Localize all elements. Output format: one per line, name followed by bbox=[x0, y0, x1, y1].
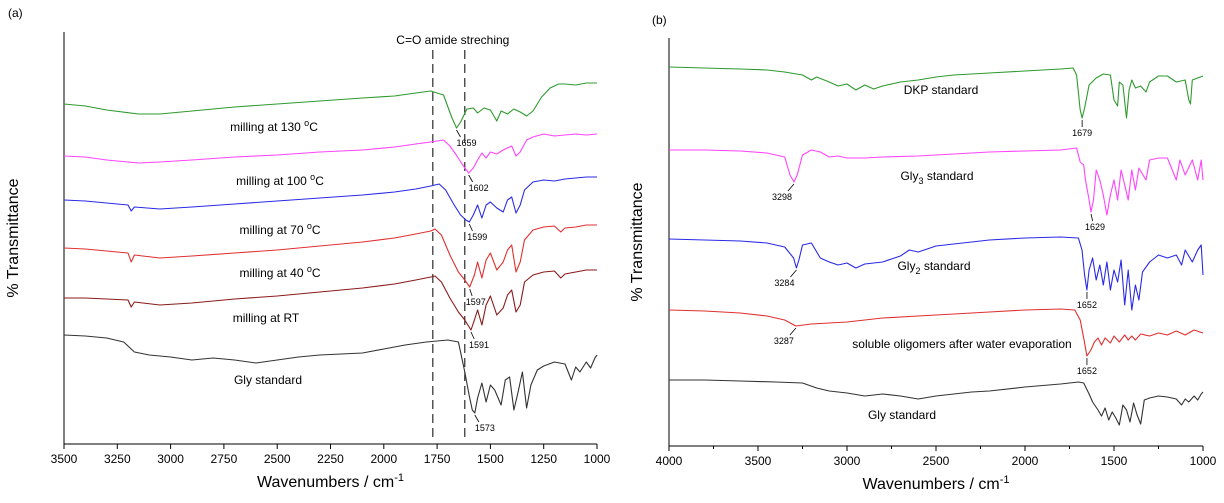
x-tick-label: 1500 bbox=[1101, 454, 1128, 468]
peak-leader bbox=[468, 223, 473, 232]
peak-label: 1591 bbox=[469, 340, 489, 350]
y-axis-label: % Transmittance bbox=[5, 178, 22, 297]
series-3: soluble oligomers after water evaporatio… bbox=[668, 308, 1204, 376]
x-tick-label: 2250 bbox=[317, 452, 344, 466]
peak-label: 1652 bbox=[1077, 300, 1097, 310]
x-tick-label: 1000 bbox=[584, 452, 611, 466]
x-tick-label: 2750 bbox=[211, 452, 238, 466]
annotation-label: C=O amide streching bbox=[396, 33, 509, 47]
peak-label: 1629 bbox=[1085, 222, 1105, 232]
series-label: milling at 40 oC bbox=[239, 264, 320, 280]
series-line bbox=[63, 82, 597, 129]
peak-label: 3298 bbox=[772, 192, 792, 202]
series-line bbox=[669, 147, 1204, 216]
x-tick-label: 3250 bbox=[104, 452, 131, 466]
series-4: milling at RT 1591 bbox=[64, 269, 597, 350]
peak-label: 1659 bbox=[456, 138, 476, 148]
peak-label: 3284 bbox=[774, 278, 794, 288]
series-1: Gly3 standard 1629 3298 bbox=[669, 147, 1204, 232]
x-tick-label: 3500 bbox=[51, 452, 78, 466]
peak-leader bbox=[787, 183, 795, 192]
series-line bbox=[64, 269, 597, 331]
peak-leader bbox=[790, 269, 797, 278]
x-tick-label: 3000 bbox=[157, 452, 184, 466]
series-label: Gly2 standard bbox=[897, 259, 970, 276]
series-label: milling at 130 oC bbox=[230, 118, 318, 134]
panel-b: 4000 3500 3000 2500 2000 1500 1000 Wavenumbers … bbox=[629, 38, 1217, 493]
series-3: milling at 40 oC 1597 bbox=[63, 224, 597, 307]
peak-label: 1597 bbox=[466, 297, 486, 307]
series-4: Gly standard bbox=[669, 379, 1204, 426]
peak-label: 3287 bbox=[774, 336, 794, 346]
panel-label-a: (a) bbox=[8, 6, 23, 20]
x-tick-label: 2000 bbox=[370, 452, 397, 466]
peak-leader bbox=[474, 414, 480, 423]
peak-label: 1652 bbox=[1077, 366, 1097, 376]
panel-a: 3500 3250 3000 2750 2500 2250 2000 1750 1500 1250… bbox=[5, 32, 611, 491]
series-2: Gly2 standard 1652 3284 bbox=[668, 236, 1204, 311]
series-label: Gly3 standard bbox=[900, 169, 973, 186]
series-line bbox=[63, 224, 597, 288]
peak-leader bbox=[1090, 213, 1094, 222]
x-tick-label: 1500 bbox=[477, 452, 504, 466]
peak-leader bbox=[789, 327, 797, 336]
peak-leader bbox=[469, 288, 473, 297]
y-axis-label: % Transmittance bbox=[629, 182, 646, 301]
series-line bbox=[669, 379, 1204, 426]
series-line bbox=[668, 236, 1204, 311]
series-label: soluble oligomers after water evaporatio… bbox=[852, 337, 1071, 351]
series-label: milling at RT bbox=[233, 311, 300, 325]
series-line bbox=[63, 176, 597, 223]
x-tick-label: 3000 bbox=[834, 454, 861, 468]
series-label: milling at 70 oC bbox=[239, 221, 320, 237]
series-label: DKP standard bbox=[904, 83, 979, 97]
series-line bbox=[668, 308, 1204, 357]
series-line bbox=[63, 334, 598, 414]
x-axis-label: Wavenumbers / cm-1 bbox=[257, 472, 404, 491]
series-0: milling at 130 oC 1659 bbox=[63, 82, 597, 148]
x-tick-label: 4000 bbox=[656, 454, 683, 468]
peak-leader bbox=[456, 129, 461, 138]
peak-label: 1573 bbox=[475, 423, 495, 433]
series-label: Gly standard bbox=[868, 408, 936, 422]
x-tick-label: 1250 bbox=[530, 452, 557, 466]
series-0: DKP standard 1679 bbox=[668, 66, 1204, 138]
series-1: milling at 100 oC 1602 bbox=[63, 133, 598, 193]
series-label: Gly standard bbox=[234, 373, 302, 387]
peak-label: 1679 bbox=[1072, 128, 1092, 138]
x-tick-label: 1000 bbox=[1190, 454, 1217, 468]
x-tick-label: 3500 bbox=[745, 454, 772, 468]
series-line bbox=[668, 66, 1204, 119]
panel-label-b: (b) bbox=[652, 13, 667, 27]
x-tick-label: 2500 bbox=[264, 452, 291, 466]
series-2: milling at 70 oC 1599 bbox=[63, 176, 597, 242]
series-line bbox=[63, 133, 598, 174]
peak-leader bbox=[470, 331, 475, 340]
x-axis-label: Wavenumbers / cm-1 bbox=[863, 474, 1010, 493]
x-tick-label: 2000 bbox=[1012, 454, 1039, 468]
x-tick-label: 1750 bbox=[424, 452, 451, 466]
peak-leader bbox=[468, 174, 474, 183]
series-label: milling at 100 oC bbox=[236, 172, 324, 188]
peak-label: 1599 bbox=[467, 232, 487, 242]
series-5: Gly standard 1573 bbox=[63, 334, 598, 433]
x-tick-label: 2500 bbox=[923, 454, 950, 468]
peak-label: 1602 bbox=[469, 183, 489, 193]
